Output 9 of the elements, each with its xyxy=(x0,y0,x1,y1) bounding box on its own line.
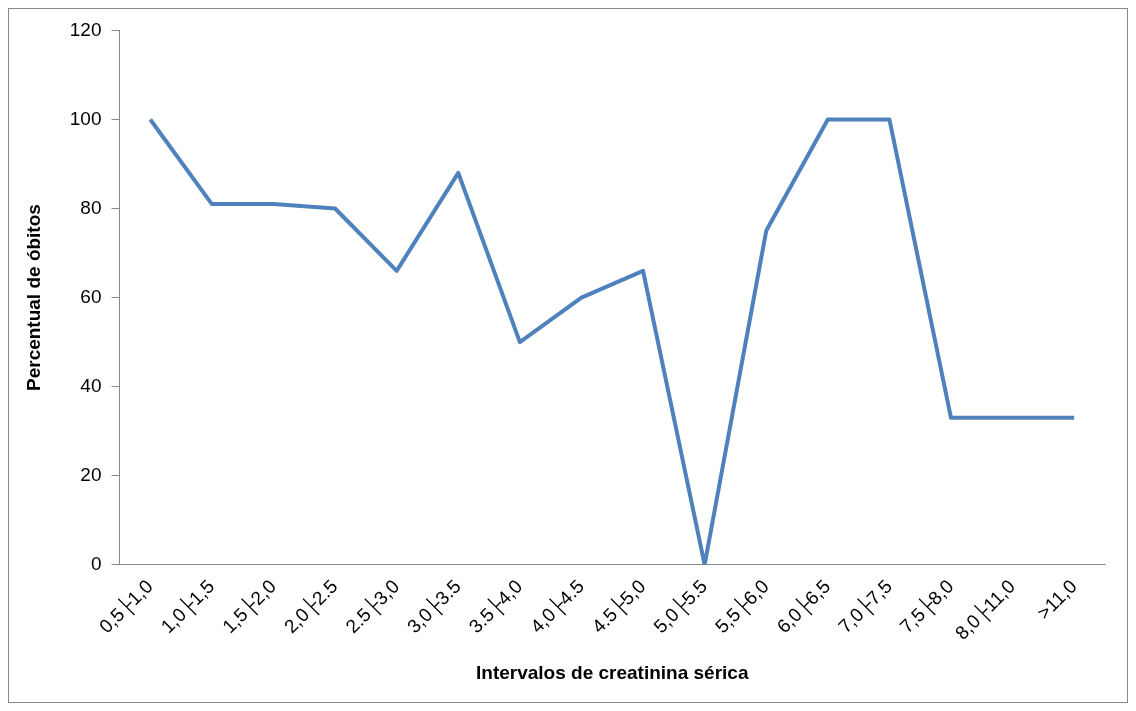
x-axis-title: Intervalos de creatinina sérica xyxy=(476,661,749,683)
y-axis-title: Percentual de óbitos xyxy=(22,204,44,391)
y-tick-label: 60 xyxy=(80,285,102,307)
y-tick-label: 100 xyxy=(69,107,102,129)
y-tick-label: 20 xyxy=(80,463,102,485)
y-tick-label: 120 xyxy=(69,18,102,40)
y-tick-label: 0 xyxy=(90,552,102,574)
y-tick-label: 40 xyxy=(80,374,102,396)
y-tick-label: 80 xyxy=(80,196,102,218)
